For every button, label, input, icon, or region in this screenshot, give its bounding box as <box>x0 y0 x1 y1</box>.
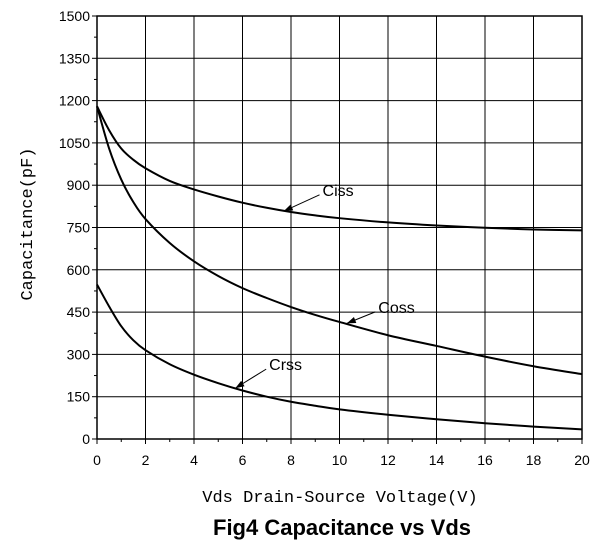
y-tick-label: 0 <box>82 431 90 447</box>
y-tick-label: 1200 <box>59 93 90 109</box>
series-line-ciss <box>96 105 583 232</box>
annotation-arrowhead-crss <box>235 380 245 389</box>
y-tick-label: 900 <box>67 177 91 193</box>
x-tick-label: 16 <box>477 452 493 468</box>
y-tick-label: 1500 <box>59 8 90 24</box>
y-tick-label: 150 <box>67 389 91 405</box>
y-tick-label: 300 <box>67 346 91 362</box>
tick-labels: 0 2 4 6 8 10 12 14 16 18 20 0 150 300 450 600 750 900 1050… <box>59 8 590 468</box>
x-tick-label: 18 <box>526 452 542 468</box>
x-axis-label: Vds Drain-Source Voltage(V) <box>202 489 477 508</box>
x-tick-label: 12 <box>380 452 396 468</box>
y-tick-label: 600 <box>67 262 91 278</box>
y-tick-label: 1350 <box>59 50 90 66</box>
x-tick-label: 0 <box>93 452 101 468</box>
ticks <box>92 15 583 444</box>
x-tick-label: 4 <box>190 452 198 468</box>
annotations: Ciss Coss Crss <box>234 183 415 389</box>
series-label-ciss: Ciss <box>323 183 354 200</box>
x-tick-label: 14 <box>429 452 445 468</box>
chart-title: Fig4 Capacitance vs Vds <box>213 515 471 540</box>
annotation-arrowhead-ciss <box>283 204 294 212</box>
series-lines <box>96 105 583 431</box>
series-line-crss <box>96 283 583 431</box>
x-tick-label: 6 <box>239 452 247 468</box>
series-line-coss <box>96 105 583 376</box>
x-tick-label: 10 <box>332 452 348 468</box>
series-label-crss: Crss <box>269 357 302 374</box>
y-axis-label: Capacitance(pF) <box>19 147 38 300</box>
grid <box>96 15 583 440</box>
y-tick-label: 750 <box>67 220 91 236</box>
y-tick-label: 450 <box>67 304 91 320</box>
annotation-arrowhead-coss <box>346 317 357 324</box>
x-tick-label: 2 <box>142 452 150 468</box>
series-label-coss: Coss <box>378 300 414 317</box>
x-tick-label: 20 <box>574 452 590 468</box>
x-tick-label: 8 <box>287 452 295 468</box>
y-tick-label: 1050 <box>59 135 90 151</box>
